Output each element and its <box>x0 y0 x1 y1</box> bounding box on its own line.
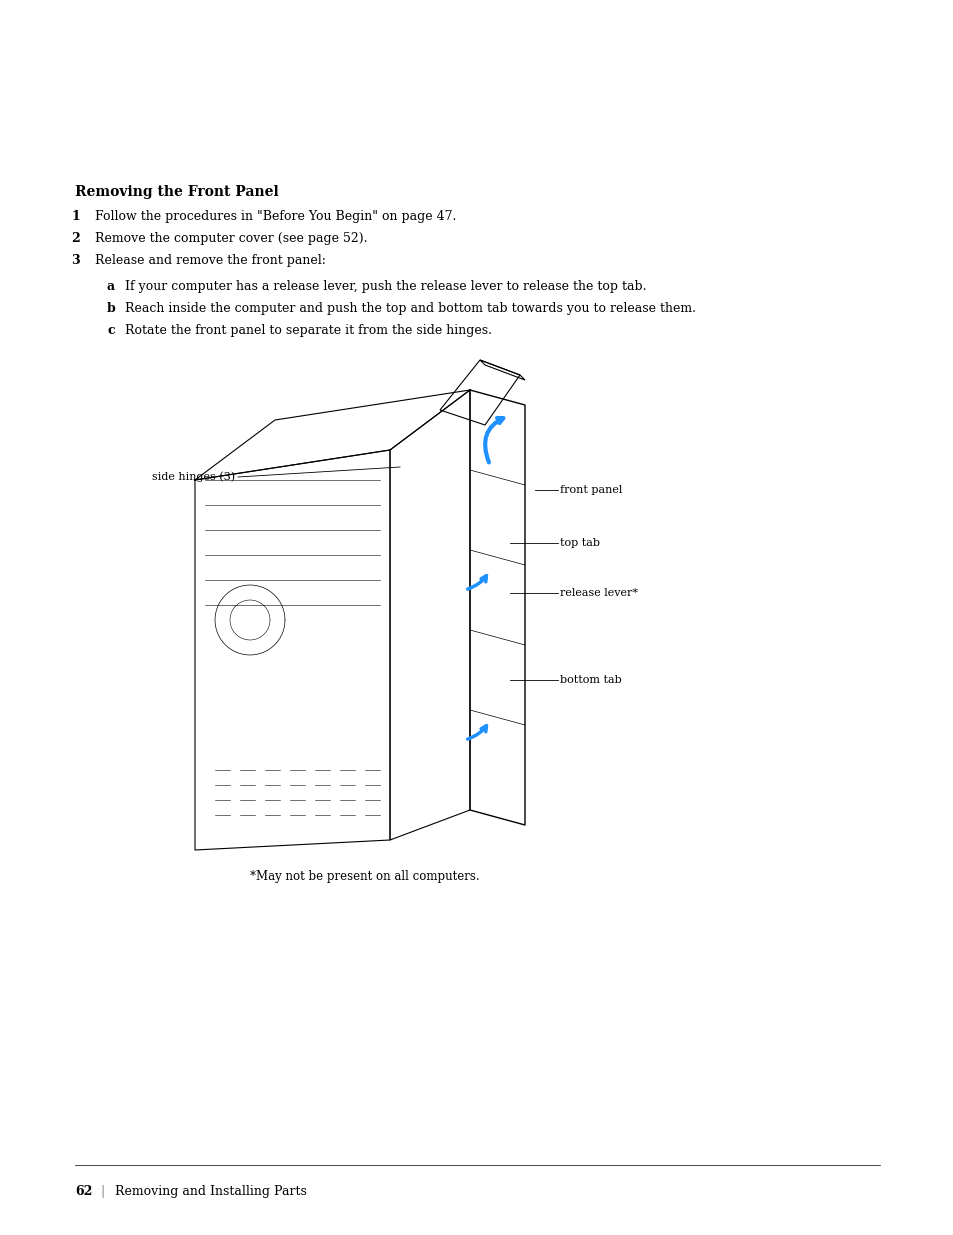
Text: side hinges (3): side hinges (3) <box>152 472 234 483</box>
Text: Follow the procedures in "Before You Begin" on page 47.: Follow the procedures in "Before You Beg… <box>95 210 456 224</box>
Text: Reach inside the computer and push the top and bottom tab towards you to release: Reach inside the computer and push the t… <box>125 303 696 315</box>
Text: front panel: front panel <box>559 485 621 495</box>
Text: Rotate the front panel to separate it from the side hinges.: Rotate the front panel to separate it fr… <box>125 324 492 337</box>
Text: Release and remove the front panel:: Release and remove the front panel: <box>95 254 326 267</box>
Text: 62: 62 <box>75 1186 92 1198</box>
Text: c: c <box>108 324 115 337</box>
Text: b: b <box>106 303 115 315</box>
Text: a: a <box>107 280 115 293</box>
Text: Remove the computer cover (see page 52).: Remove the computer cover (see page 52). <box>95 232 367 245</box>
Text: 1: 1 <box>71 210 80 224</box>
Text: If your computer has a release lever, push the release lever to release the top : If your computer has a release lever, pu… <box>125 280 646 293</box>
Text: bottom tab: bottom tab <box>559 676 621 685</box>
Text: Removing the Front Panel: Removing the Front Panel <box>75 185 278 199</box>
Text: 2: 2 <box>71 232 80 245</box>
Text: 3: 3 <box>71 254 80 267</box>
Text: top tab: top tab <box>559 538 599 548</box>
Text: |: | <box>100 1186 104 1198</box>
Text: *May not be present on all computers.: *May not be present on all computers. <box>250 869 479 883</box>
Text: release lever*: release lever* <box>559 588 638 598</box>
Text: Removing and Installing Parts: Removing and Installing Parts <box>115 1186 307 1198</box>
